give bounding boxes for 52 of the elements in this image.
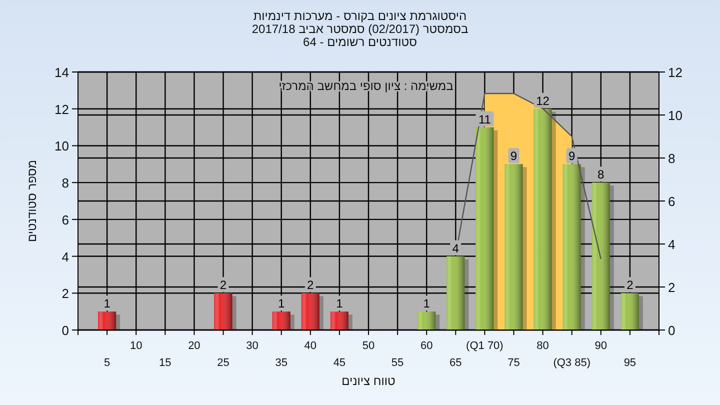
- x-tick: 95: [624, 357, 636, 369]
- data-label: 2: [220, 278, 227, 292]
- x-tick: 80: [536, 340, 549, 352]
- data-label: 2: [626, 278, 634, 292]
- y2-tick-label: 10: [668, 108, 682, 123]
- x-tick: 30: [246, 340, 258, 352]
- x-tick: 10: [130, 340, 142, 352]
- data-label: 9: [568, 149, 576, 164]
- title: היסטוגרמת ציונים בקורס - מערכות דינמיות: [253, 9, 467, 23]
- y2-tick-label: 8: [668, 151, 676, 166]
- y-tick-label: 14: [54, 65, 69, 80]
- x-tick: 35: [275, 357, 288, 369]
- data-label: 1: [278, 296, 285, 311]
- y2-tick-label: 6: [668, 194, 676, 209]
- data-label: 11: [478, 112, 491, 126]
- x-tick: (Q1 70): [466, 340, 504, 352]
- x-tick: 90: [594, 340, 608, 352]
- y-tick-label: 4: [62, 249, 69, 264]
- y-tick-label: 8: [62, 176, 69, 191]
- data-label: 1: [104, 296, 110, 311]
- data-label: 9: [510, 149, 518, 164]
- y-tick-label: 6: [62, 212, 69, 228]
- x-tick: 60: [420, 340, 433, 352]
- x-tick: 20: [188, 340, 200, 352]
- x-tick: 55: [391, 357, 404, 369]
- x-tick: 25: [217, 357, 230, 369]
- y2-tick-label: 4: [668, 237, 676, 252]
- data-label: 8: [598, 168, 604, 182]
- y2-tick-label: 0: [668, 323, 676, 338]
- data-label: 12: [536, 94, 550, 108]
- x-tick: 65: [450, 357, 462, 369]
- y2-tick-label: 12: [668, 65, 682, 80]
- data-label: 1: [423, 296, 430, 311]
- x-tick: 40: [304, 340, 317, 352]
- x-tick: 75: [508, 357, 520, 369]
- subtitle: בסמסטר (02/2017) סמסטר אביב 2017/18: [252, 22, 468, 36]
- data-label: 2: [307, 278, 314, 292]
- subtitle: סטודנטים רשומים - 64: [303, 35, 417, 49]
- x-tick: 5: [104, 357, 110, 369]
- ylabel: מספר סטודנטים: [25, 160, 39, 242]
- data-label: 4: [452, 241, 459, 256]
- x-tick: (Q3 85): [553, 357, 590, 369]
- y-tick-label: 2: [62, 286, 69, 302]
- x-tick: 15: [159, 357, 172, 369]
- y-tick-label: 10: [54, 138, 69, 154]
- xlabel: טווח ציונים: [342, 374, 396, 388]
- y-tick-label: 0: [62, 323, 69, 338]
- x-tick: 45: [333, 357, 346, 369]
- x-tick: 50: [362, 340, 375, 352]
- y2-tick-label: 2: [668, 280, 676, 295]
- y-tick-label: 12: [54, 102, 69, 117]
- data-label: 1: [336, 296, 343, 311]
